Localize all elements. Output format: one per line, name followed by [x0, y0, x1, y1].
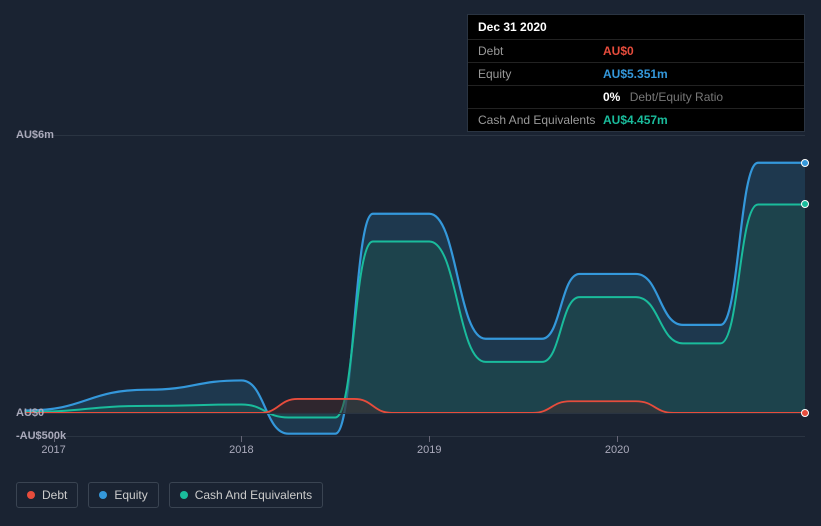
tooltip-debt-label: Debt [478, 44, 603, 58]
circle-icon [180, 491, 188, 499]
y-axis: AU$6mAU$0-AU$500k [16, 120, 76, 466]
x-axis-label: 2019 [417, 444, 441, 456]
legend-item-debt[interactable]: Debt [16, 482, 78, 508]
legend-label: Cash And Equivalents [195, 488, 312, 502]
circle-icon [99, 491, 107, 499]
chart-legend: Debt Equity Cash And Equivalents [16, 482, 323, 508]
legend-item-equity[interactable]: Equity [88, 482, 158, 508]
tooltip-equity-label: Equity [478, 67, 603, 81]
y-axis-label: AU$6m [16, 129, 54, 141]
tooltip-date: Dec 31 2020 [468, 15, 804, 39]
x-axis-label: 2020 [605, 444, 629, 456]
tooltip-debt-value: AU$0 [603, 44, 634, 58]
tooltip-ratio-label: Debt/Equity Ratio [630, 90, 723, 104]
x-axis-label: 2018 [229, 444, 253, 456]
x-axis-label: 2017 [41, 444, 65, 456]
circle-icon [27, 491, 35, 499]
x-axis: 2017 2018 2019 2020 [16, 436, 805, 466]
legend-item-cash[interactable]: Cash And Equivalents [169, 482, 323, 508]
tooltip-equity-value: AU$5.351m [603, 67, 668, 81]
series-end-marker [801, 159, 809, 167]
y-axis-label: AU$0 [16, 407, 44, 419]
tooltip-ratio-value: 0% [603, 90, 620, 104]
chart-tooltip: Dec 31 2020 Debt AU$0 Equity AU$5.351m 0… [467, 14, 805, 132]
series-end-marker [801, 200, 809, 208]
chart-plot [16, 135, 805, 436]
chart-svg [16, 135, 805, 436]
chart-area[interactable]: AU$6mAU$0-AU$500k 2017201820192020 [16, 120, 805, 466]
legend-label: Debt [42, 488, 67, 502]
tooltip-row-debt: Debt AU$0 [468, 39, 804, 62]
series-end-marker [801, 409, 809, 417]
tooltip-row-ratio: 0% Debt/Equity Ratio [468, 85, 804, 108]
legend-label: Equity [114, 488, 147, 502]
tooltip-row-equity: Equity AU$5.351m [468, 62, 804, 85]
